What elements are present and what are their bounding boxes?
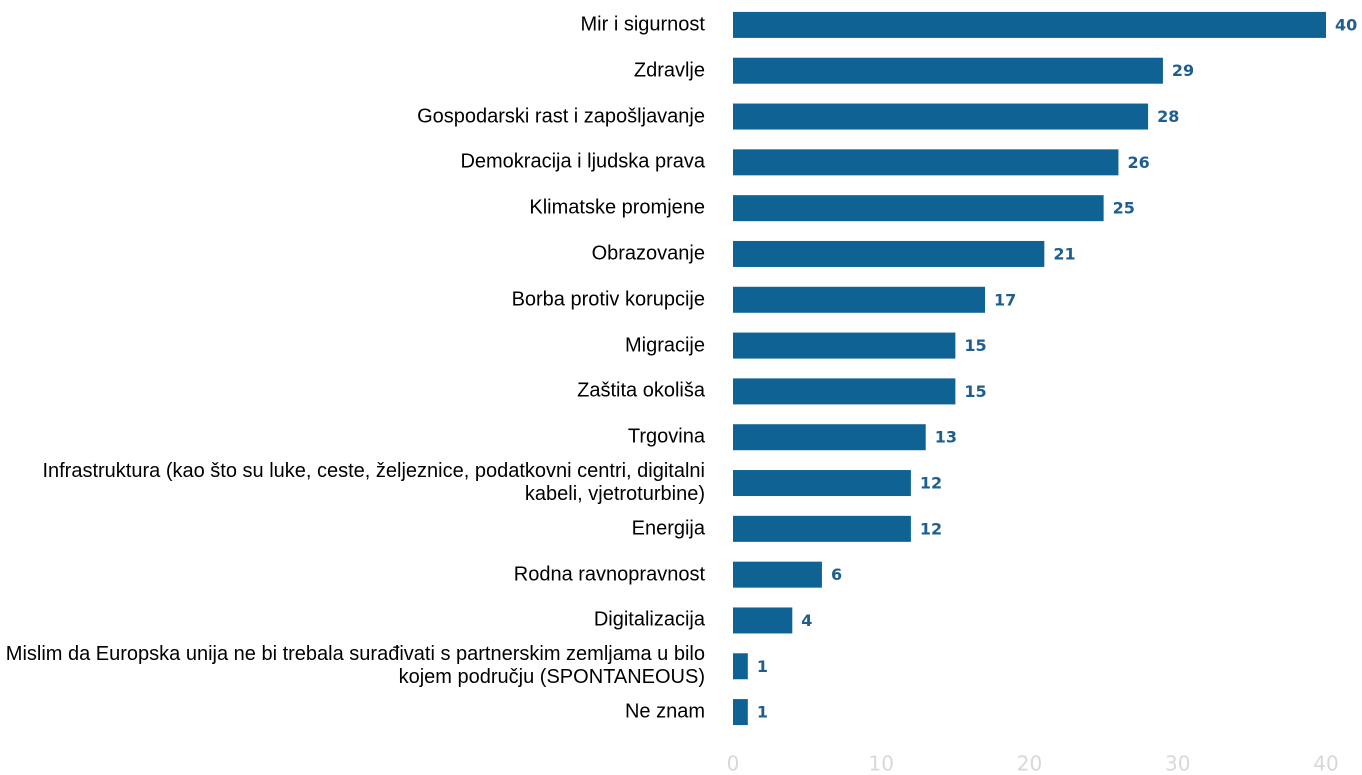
bar <box>733 332 956 359</box>
bar <box>733 424 926 451</box>
bar <box>733 286 986 313</box>
bar <box>733 515 911 542</box>
value-label: 13 <box>935 428 957 447</box>
category-label: Borba protiv korupcije <box>511 288 705 311</box>
category-label: Rodna ravnopravnost <box>513 563 705 586</box>
bar <box>733 699 748 726</box>
category-label: Mir i sigurnost <box>580 13 705 36</box>
bar <box>733 653 748 680</box>
value-label: 1 <box>757 657 768 676</box>
bar <box>733 378 956 405</box>
value-label: 26 <box>1127 153 1149 172</box>
category-label: Mislim da Europska unija ne bi trebala s… <box>5 643 705 689</box>
bar <box>733 607 793 634</box>
category-label: Energija <box>631 517 705 540</box>
value-label: 15 <box>964 382 986 401</box>
bar <box>733 103 1149 130</box>
bar <box>733 57 1163 84</box>
bar <box>733 11 1326 38</box>
value-label: 17 <box>994 290 1016 309</box>
value-label: 29 <box>1172 61 1194 80</box>
category-label: Digitalizacija <box>593 608 705 631</box>
category-label: Ne znam <box>624 700 705 723</box>
value-label: 25 <box>1113 199 1135 218</box>
x-tick-label: 0 <box>727 752 740 775</box>
x-tick-label: 40 <box>1313 752 1338 775</box>
x-tick-label: 20 <box>1017 752 1042 775</box>
value-label: 21 <box>1053 244 1075 263</box>
category-label: Zaštita okoliša <box>577 379 705 402</box>
category-label: Infrastruktura (kao što su luke, ceste, … <box>42 460 705 506</box>
category-label: Klimatske promjene <box>529 196 705 219</box>
x-tick-label: 30 <box>1165 752 1190 775</box>
category-label: Gospodarski rast i zapošljavanje <box>417 105 705 128</box>
bar <box>733 149 1119 176</box>
x-tick-label: 10 <box>869 752 894 775</box>
value-label: 4 <box>801 611 812 630</box>
category-label: Trgovina <box>627 425 705 448</box>
bar <box>733 470 911 497</box>
category-label: Obrazovanje <box>591 242 705 265</box>
value-label: 12 <box>920 519 942 538</box>
value-label: 40 <box>1335 15 1357 34</box>
category-label: Zdravlje <box>633 59 705 82</box>
category-label: Demokracija i ljudska prava <box>460 150 705 173</box>
bar <box>733 195 1104 222</box>
value-label: 1 <box>757 703 768 722</box>
bar <box>733 561 822 588</box>
value-label: 6 <box>831 565 842 584</box>
bar <box>733 240 1045 267</box>
value-label: 28 <box>1157 107 1179 126</box>
value-label: 15 <box>964 336 986 355</box>
value-label: 12 <box>920 474 942 493</box>
category-label: Migracije <box>624 334 705 357</box>
